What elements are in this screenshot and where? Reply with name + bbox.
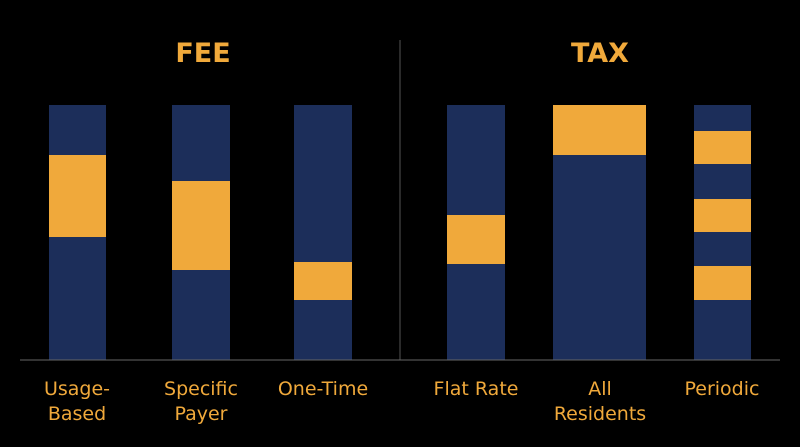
bar-segment xyxy=(172,181,230,270)
bar-label: Periodic xyxy=(685,378,760,400)
bar-label: Specific xyxy=(164,378,238,400)
bar-segment xyxy=(553,105,646,155)
bar-label: All xyxy=(588,378,612,400)
bar xyxy=(294,105,352,360)
bar-segment xyxy=(694,131,751,164)
bar-segment xyxy=(694,266,751,300)
bar-segment xyxy=(447,215,505,264)
section-title: TAX xyxy=(571,38,629,69)
bar-label: Based xyxy=(48,403,106,425)
bar-label: Usage- xyxy=(44,378,110,400)
bar-segment xyxy=(294,262,352,300)
bar-label: Flat Rate xyxy=(434,378,519,400)
bar-segment xyxy=(694,199,751,232)
bar-segment xyxy=(49,155,106,237)
bar-label: Payer xyxy=(175,403,228,425)
bar-label: One-Time xyxy=(278,378,368,400)
section-title: FEE xyxy=(175,38,230,69)
bar-label: Residents xyxy=(554,403,646,425)
